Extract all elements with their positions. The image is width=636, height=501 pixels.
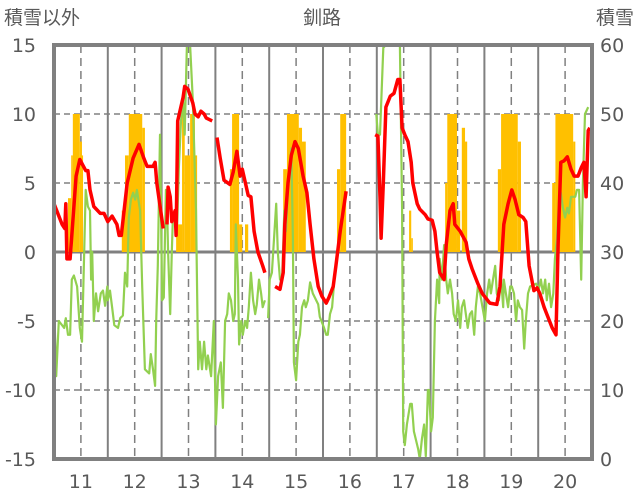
y-tick-left: -5 xyxy=(17,311,36,333)
y-tick-left: 5 xyxy=(24,173,36,195)
snow-bar xyxy=(176,224,183,252)
x-tick: 16 xyxy=(338,471,362,493)
x-tick: 13 xyxy=(176,471,200,493)
snow-bar xyxy=(517,141,521,252)
y-tick-right: 40 xyxy=(600,173,624,195)
snow-bar xyxy=(184,155,191,252)
snow-bar xyxy=(142,127,145,252)
plot-frame xyxy=(52,43,594,461)
x-tick: 19 xyxy=(499,471,523,493)
left-axis-title: 積雪以外 xyxy=(4,7,80,29)
y-tick-left: 0 xyxy=(24,242,36,264)
x-tick: 18 xyxy=(445,471,469,493)
snow-bar xyxy=(239,224,243,252)
y-tick-right: 10 xyxy=(600,380,624,402)
snow-bar xyxy=(465,141,468,252)
snow-bar xyxy=(411,238,413,252)
right-axis-title: 積雪 xyxy=(596,7,634,29)
y-tick-right: 50 xyxy=(600,104,624,126)
x-tick: 14 xyxy=(230,471,254,493)
snow-bar xyxy=(229,169,233,252)
snow-bar xyxy=(298,127,303,252)
plot-border xyxy=(52,43,594,461)
series-line-red xyxy=(52,77,592,337)
snow-bar xyxy=(340,114,347,252)
snow-bar xyxy=(244,224,249,252)
snow-bar xyxy=(182,114,185,252)
snow-bar xyxy=(190,114,195,252)
y-tick-left: -10 xyxy=(5,380,36,402)
y-tick-left: -15 xyxy=(5,449,36,471)
snow-bar xyxy=(302,141,306,252)
snow-bar xyxy=(409,210,412,252)
y-tick-left: 10 xyxy=(12,104,36,126)
snow-bars xyxy=(67,114,576,252)
x-tick: 17 xyxy=(392,471,416,493)
snow-bar xyxy=(81,155,84,252)
snow-bar xyxy=(445,183,448,252)
series-line-green xyxy=(52,43,590,461)
snow-bar xyxy=(125,155,129,252)
chart-title: 釧路 xyxy=(303,7,341,29)
snow-bar xyxy=(461,127,466,252)
y-tick-right: 30 xyxy=(600,242,624,264)
snow-bar xyxy=(79,141,82,252)
snow-bar xyxy=(336,169,341,252)
x-tick: 15 xyxy=(284,471,308,493)
x-tick: 11 xyxy=(69,471,93,493)
y-tick-right: 20 xyxy=(600,311,624,333)
snow-bar xyxy=(67,198,72,252)
y-tick-right: 0 xyxy=(600,449,612,471)
x-tick: 12 xyxy=(123,471,147,493)
snow-bar xyxy=(232,114,240,252)
snow-bar xyxy=(71,155,73,252)
snow-bar xyxy=(552,183,556,252)
snow-bar xyxy=(497,169,502,252)
x-tick: 20 xyxy=(553,471,577,493)
y-tick-right: 60 xyxy=(600,35,624,57)
snow-bar xyxy=(447,114,457,252)
y-tick-left: 15 xyxy=(12,35,36,57)
